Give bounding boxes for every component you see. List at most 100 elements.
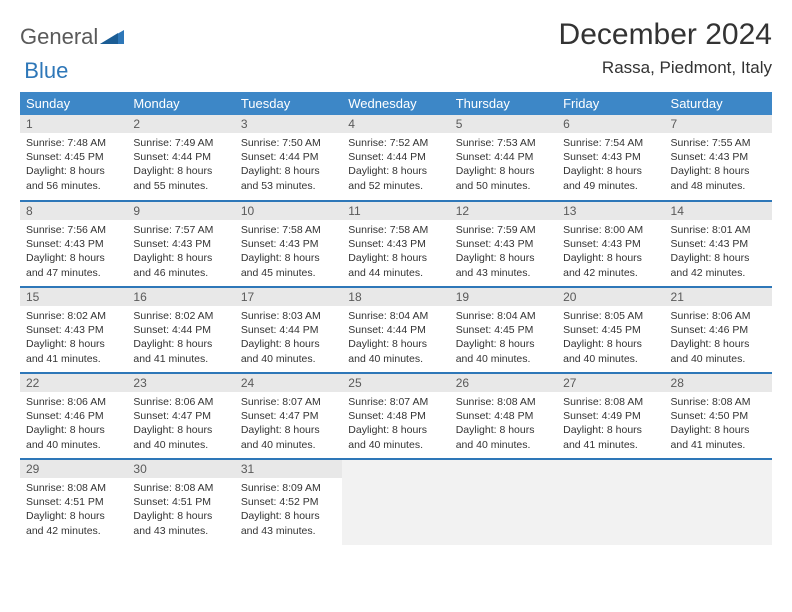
day-cell: 15Sunrise: 8:02 AMSunset: 4:43 PMDayligh… bbox=[20, 287, 127, 373]
day-cell: 16Sunrise: 8:02 AMSunset: 4:44 PMDayligh… bbox=[127, 287, 234, 373]
day-number: 16 bbox=[127, 288, 234, 306]
day-cell: 18Sunrise: 8:04 AMSunset: 4:44 PMDayligh… bbox=[342, 287, 449, 373]
day-cell: 4Sunrise: 7:52 AMSunset: 4:44 PMDaylight… bbox=[342, 115, 449, 201]
day-info: Sunrise: 8:08 AMSunset: 4:51 PMDaylight:… bbox=[127, 478, 234, 542]
location: Rassa, Piedmont, Italy bbox=[559, 58, 772, 78]
day-number: 22 bbox=[20, 374, 127, 392]
week-row: 22Sunrise: 8:06 AMSunset: 4:46 PMDayligh… bbox=[20, 373, 772, 459]
day-number: 12 bbox=[450, 202, 557, 220]
day-number: 3 bbox=[235, 115, 342, 133]
day-number: 2 bbox=[127, 115, 234, 133]
day-cell: 21Sunrise: 8:06 AMSunset: 4:46 PMDayligh… bbox=[665, 287, 772, 373]
day-number: 25 bbox=[342, 374, 449, 392]
day-cell: 25Sunrise: 8:07 AMSunset: 4:48 PMDayligh… bbox=[342, 373, 449, 459]
dow-wed: Wednesday bbox=[342, 92, 449, 115]
day-info: Sunrise: 8:09 AMSunset: 4:52 PMDaylight:… bbox=[235, 478, 342, 542]
dow-thu: Thursday bbox=[450, 92, 557, 115]
day-info: Sunrise: 8:01 AMSunset: 4:43 PMDaylight:… bbox=[665, 220, 772, 284]
day-info: Sunrise: 8:08 AMSunset: 4:48 PMDaylight:… bbox=[450, 392, 557, 456]
logo: General bbox=[20, 18, 128, 50]
day-number: 9 bbox=[127, 202, 234, 220]
page-title: December 2024 bbox=[559, 18, 772, 52]
day-info: Sunrise: 7:58 AMSunset: 4:43 PMDaylight:… bbox=[342, 220, 449, 284]
day-number: 17 bbox=[235, 288, 342, 306]
day-number: 14 bbox=[665, 202, 772, 220]
day-info: Sunrise: 8:07 AMSunset: 4:47 PMDaylight:… bbox=[235, 392, 342, 456]
day-number: 20 bbox=[557, 288, 664, 306]
day-cell: 1Sunrise: 7:48 AMSunset: 4:45 PMDaylight… bbox=[20, 115, 127, 201]
day-info: Sunrise: 7:59 AMSunset: 4:43 PMDaylight:… bbox=[450, 220, 557, 284]
day-number: 7 bbox=[665, 115, 772, 133]
day-number: 21 bbox=[665, 288, 772, 306]
day-cell: 14Sunrise: 8:01 AMSunset: 4:43 PMDayligh… bbox=[665, 201, 772, 287]
day-info: Sunrise: 7:53 AMSunset: 4:44 PMDaylight:… bbox=[450, 133, 557, 197]
day-number: 19 bbox=[450, 288, 557, 306]
day-info: Sunrise: 7:56 AMSunset: 4:43 PMDaylight:… bbox=[20, 220, 127, 284]
day-cell: 30Sunrise: 8:08 AMSunset: 4:51 PMDayligh… bbox=[127, 459, 234, 545]
day-info: Sunrise: 8:05 AMSunset: 4:45 PMDaylight:… bbox=[557, 306, 664, 370]
day-cell bbox=[342, 459, 449, 545]
day-info: Sunrise: 8:00 AMSunset: 4:43 PMDaylight:… bbox=[557, 220, 664, 284]
day-cell: 13Sunrise: 8:00 AMSunset: 4:43 PMDayligh… bbox=[557, 201, 664, 287]
dow-sat: Saturday bbox=[665, 92, 772, 115]
day-number: 26 bbox=[450, 374, 557, 392]
day-cell: 20Sunrise: 8:05 AMSunset: 4:45 PMDayligh… bbox=[557, 287, 664, 373]
day-info: Sunrise: 8:02 AMSunset: 4:43 PMDaylight:… bbox=[20, 306, 127, 370]
day-info: Sunrise: 8:04 AMSunset: 4:44 PMDaylight:… bbox=[342, 306, 449, 370]
day-number: 29 bbox=[20, 460, 127, 478]
day-cell: 27Sunrise: 8:08 AMSunset: 4:49 PMDayligh… bbox=[557, 373, 664, 459]
day-cell: 29Sunrise: 8:08 AMSunset: 4:51 PMDayligh… bbox=[20, 459, 127, 545]
day-cell: 10Sunrise: 7:58 AMSunset: 4:43 PMDayligh… bbox=[235, 201, 342, 287]
day-number: 24 bbox=[235, 374, 342, 392]
day-cell: 6Sunrise: 7:54 AMSunset: 4:43 PMDaylight… bbox=[557, 115, 664, 201]
day-cell: 9Sunrise: 7:57 AMSunset: 4:43 PMDaylight… bbox=[127, 201, 234, 287]
day-number: 23 bbox=[127, 374, 234, 392]
day-cell: 11Sunrise: 7:58 AMSunset: 4:43 PMDayligh… bbox=[342, 201, 449, 287]
day-info: Sunrise: 7:58 AMSunset: 4:43 PMDaylight:… bbox=[235, 220, 342, 284]
day-info: Sunrise: 8:06 AMSunset: 4:46 PMDaylight:… bbox=[665, 306, 772, 370]
day-cell: 17Sunrise: 8:03 AMSunset: 4:44 PMDayligh… bbox=[235, 287, 342, 373]
day-info: Sunrise: 7:57 AMSunset: 4:43 PMDaylight:… bbox=[127, 220, 234, 284]
day-number: 8 bbox=[20, 202, 127, 220]
day-number: 13 bbox=[557, 202, 664, 220]
week-row: 15Sunrise: 8:02 AMSunset: 4:43 PMDayligh… bbox=[20, 287, 772, 373]
day-number: 1 bbox=[20, 115, 127, 133]
day-cell: 2Sunrise: 7:49 AMSunset: 4:44 PMDaylight… bbox=[127, 115, 234, 201]
day-cell bbox=[557, 459, 664, 545]
day-info: Sunrise: 8:03 AMSunset: 4:44 PMDaylight:… bbox=[235, 306, 342, 370]
day-number: 11 bbox=[342, 202, 449, 220]
day-number: 27 bbox=[557, 374, 664, 392]
day-number: 5 bbox=[450, 115, 557, 133]
day-cell: 12Sunrise: 7:59 AMSunset: 4:43 PMDayligh… bbox=[450, 201, 557, 287]
day-cell: 26Sunrise: 8:08 AMSunset: 4:48 PMDayligh… bbox=[450, 373, 557, 459]
day-number: 6 bbox=[557, 115, 664, 133]
dow-tue: Tuesday bbox=[235, 92, 342, 115]
day-number: 30 bbox=[127, 460, 234, 478]
day-number: 4 bbox=[342, 115, 449, 133]
day-info: Sunrise: 7:54 AMSunset: 4:43 PMDaylight:… bbox=[557, 133, 664, 197]
day-number: 10 bbox=[235, 202, 342, 220]
day-number: 15 bbox=[20, 288, 127, 306]
day-info: Sunrise: 8:02 AMSunset: 4:44 PMDaylight:… bbox=[127, 306, 234, 370]
day-info: Sunrise: 8:08 AMSunset: 4:50 PMDaylight:… bbox=[665, 392, 772, 456]
day-info: Sunrise: 7:55 AMSunset: 4:43 PMDaylight:… bbox=[665, 133, 772, 197]
dow-fri: Friday bbox=[557, 92, 664, 115]
dow-row: Sunday Monday Tuesday Wednesday Thursday… bbox=[20, 92, 772, 115]
day-number: 18 bbox=[342, 288, 449, 306]
day-info: Sunrise: 7:49 AMSunset: 4:44 PMDaylight:… bbox=[127, 133, 234, 197]
calendar-table: Sunday Monday Tuesday Wednesday Thursday… bbox=[20, 92, 772, 545]
day-info: Sunrise: 7:48 AMSunset: 4:45 PMDaylight:… bbox=[20, 133, 127, 197]
day-info: Sunrise: 8:08 AMSunset: 4:49 PMDaylight:… bbox=[557, 392, 664, 456]
day-cell bbox=[665, 459, 772, 545]
day-info: Sunrise: 7:50 AMSunset: 4:44 PMDaylight:… bbox=[235, 133, 342, 197]
dow-sun: Sunday bbox=[20, 92, 127, 115]
day-cell: 31Sunrise: 8:09 AMSunset: 4:52 PMDayligh… bbox=[235, 459, 342, 545]
week-row: 29Sunrise: 8:08 AMSunset: 4:51 PMDayligh… bbox=[20, 459, 772, 545]
day-cell: 5Sunrise: 7:53 AMSunset: 4:44 PMDaylight… bbox=[450, 115, 557, 201]
day-cell: 7Sunrise: 7:55 AMSunset: 4:43 PMDaylight… bbox=[665, 115, 772, 201]
logo-word-2: Blue bbox=[24, 58, 68, 84]
day-cell: 19Sunrise: 8:04 AMSunset: 4:45 PMDayligh… bbox=[450, 287, 557, 373]
day-info: Sunrise: 7:52 AMSunset: 4:44 PMDaylight:… bbox=[342, 133, 449, 197]
day-info: Sunrise: 8:04 AMSunset: 4:45 PMDaylight:… bbox=[450, 306, 557, 370]
logo-triangle-icon bbox=[100, 28, 128, 46]
